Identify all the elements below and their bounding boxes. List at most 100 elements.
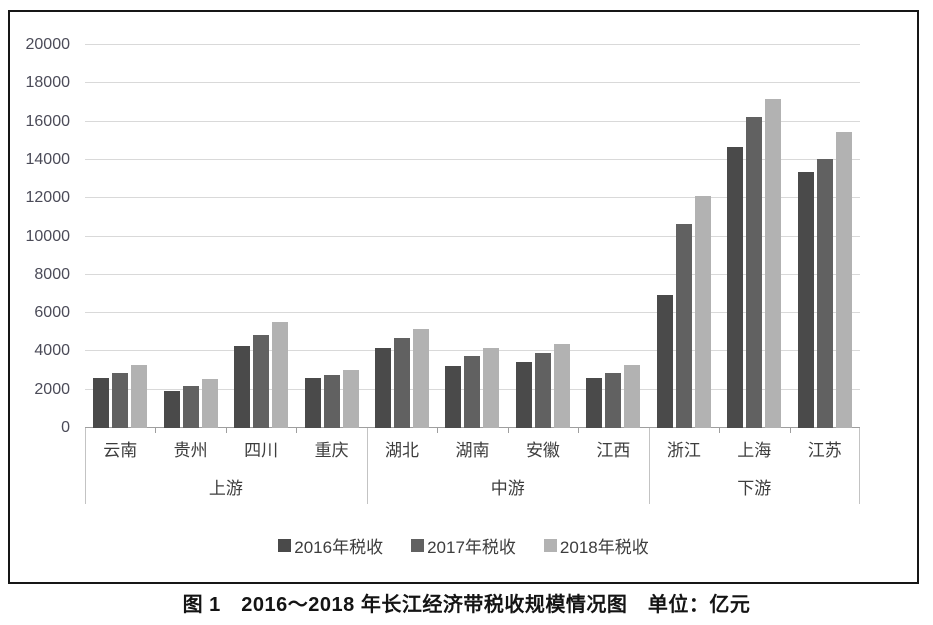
- bar: [586, 378, 603, 428]
- y-tick-label: 4000: [34, 342, 70, 360]
- bar: [342, 369, 359, 428]
- legend-swatch: [278, 539, 292, 552]
- category-label: 江西: [596, 441, 631, 460]
- category-label: 湖南: [455, 441, 490, 460]
- gridline: [85, 273, 860, 275]
- axis-tick: [578, 428, 580, 433]
- bar: [694, 196, 711, 428]
- legend-item: 2018年税收: [543, 533, 649, 558]
- category-label: 江苏: [807, 441, 842, 460]
- bar-group: [367, 45, 437, 428]
- bar: [515, 361, 532, 428]
- category-label-row: 云南 贵州 四川 重庆 湖北 湖南 安徽 江西 浙江 上海 江苏: [85, 436, 860, 461]
- bar-group: [155, 45, 225, 428]
- bar: [112, 373, 129, 428]
- legend-item: 2017年税收: [411, 533, 516, 558]
- bar: [201, 379, 218, 428]
- axis-tick: [296, 428, 298, 433]
- group-separator: [859, 428, 860, 504]
- bar: [797, 172, 814, 428]
- axis-tick: [437, 428, 439, 433]
- bar: [483, 347, 500, 428]
- category-label: 浙江: [666, 441, 701, 460]
- group-label: 下游: [737, 479, 772, 498]
- bar-group: [437, 45, 507, 428]
- category-label: 四川: [244, 441, 279, 460]
- bar: [675, 224, 692, 428]
- bar: [272, 321, 289, 428]
- plot-area: [85, 44, 860, 428]
- y-axis-labels: 0 2000 4000 6000 8000 10000 12000 14000 16000 180…: [10, 36, 76, 436]
- bar: [182, 385, 199, 428]
- bar: [234, 345, 251, 428]
- bar: [93, 378, 110, 428]
- group-separator: [85, 428, 86, 504]
- bar-group: [649, 45, 719, 428]
- y-tick-label: 10000: [25, 227, 71, 245]
- y-tick-label: 14000: [25, 150, 71, 168]
- bar: [624, 364, 641, 428]
- y-tick-label: 0: [61, 419, 70, 436]
- bar: [163, 390, 180, 428]
- bar-group: [85, 45, 155, 428]
- bar: [394, 338, 411, 428]
- chart-frame: 0 2000 4000 6000 8000 10000 12000 14000 16000 180…: [8, 10, 919, 584]
- bar: [131, 364, 148, 428]
- bar-group: [296, 45, 366, 428]
- gridline: [85, 82, 860, 84]
- category-label: 上海: [737, 441, 772, 460]
- axis-tick: [719, 428, 721, 433]
- legend-label: 2018年税收: [559, 538, 649, 557]
- bar: [553, 343, 570, 428]
- bar: [656, 294, 673, 428]
- bar: [765, 98, 782, 428]
- y-tick-label: 2000: [34, 380, 70, 398]
- bar-group: [508, 45, 578, 428]
- legend: 2016年税收 2017年税收 2018年税收: [10, 533, 917, 558]
- bar: [375, 347, 392, 428]
- legend-swatch: [543, 539, 557, 552]
- bar-group: [790, 45, 860, 428]
- x-axis: 云南 贵州 四川 重庆 湖北 湖南 安徽 江西 浙江 上海 江苏 上游 中游 下游: [85, 428, 860, 504]
- axis-tick: [789, 428, 791, 433]
- bar: [304, 378, 321, 428]
- bar: [534, 353, 551, 428]
- category-label: 云南: [103, 441, 138, 460]
- category-label: 安徽: [525, 441, 560, 460]
- bar-group: [719, 45, 789, 428]
- axis-tick: [155, 428, 157, 433]
- legend-item: 2016年税收: [278, 533, 383, 558]
- bar: [413, 329, 430, 428]
- gridline: [85, 120, 860, 122]
- category-label: 湖北: [385, 441, 420, 460]
- y-tick-label: 6000: [34, 304, 70, 322]
- bar-group: [578, 45, 648, 428]
- bar: [816, 158, 833, 428]
- group-label: 中游: [490, 479, 525, 498]
- bar: [727, 146, 744, 428]
- gridline: [85, 197, 860, 199]
- bar: [323, 375, 340, 428]
- bar: [605, 373, 622, 428]
- gridline: [85, 158, 860, 160]
- bar: [835, 132, 852, 428]
- figure-caption: 图 1 2016～2018 年长江经济带税收规模情况图 单位：亿元: [182, 594, 751, 616]
- gridline: [85, 312, 860, 314]
- group-separator: [648, 428, 650, 504]
- bar: [445, 365, 462, 428]
- legend-label: 2017年税收: [427, 538, 516, 557]
- axis-tick: [507, 428, 509, 433]
- bar: [253, 335, 270, 428]
- gridline: [85, 350, 860, 352]
- y-tick-label: 12000: [25, 189, 71, 207]
- group-label-row: 上游 中游 下游: [85, 474, 860, 499]
- group-separator: [366, 428, 368, 504]
- bar: [464, 356, 481, 428]
- bar-group: [226, 45, 296, 428]
- legend-label: 2016年税收: [294, 538, 384, 557]
- axis-tick: [225, 428, 227, 433]
- y-tick-label: 20000: [25, 36, 71, 53]
- category-label: 贵州: [173, 441, 208, 460]
- gridline: [85, 44, 860, 45]
